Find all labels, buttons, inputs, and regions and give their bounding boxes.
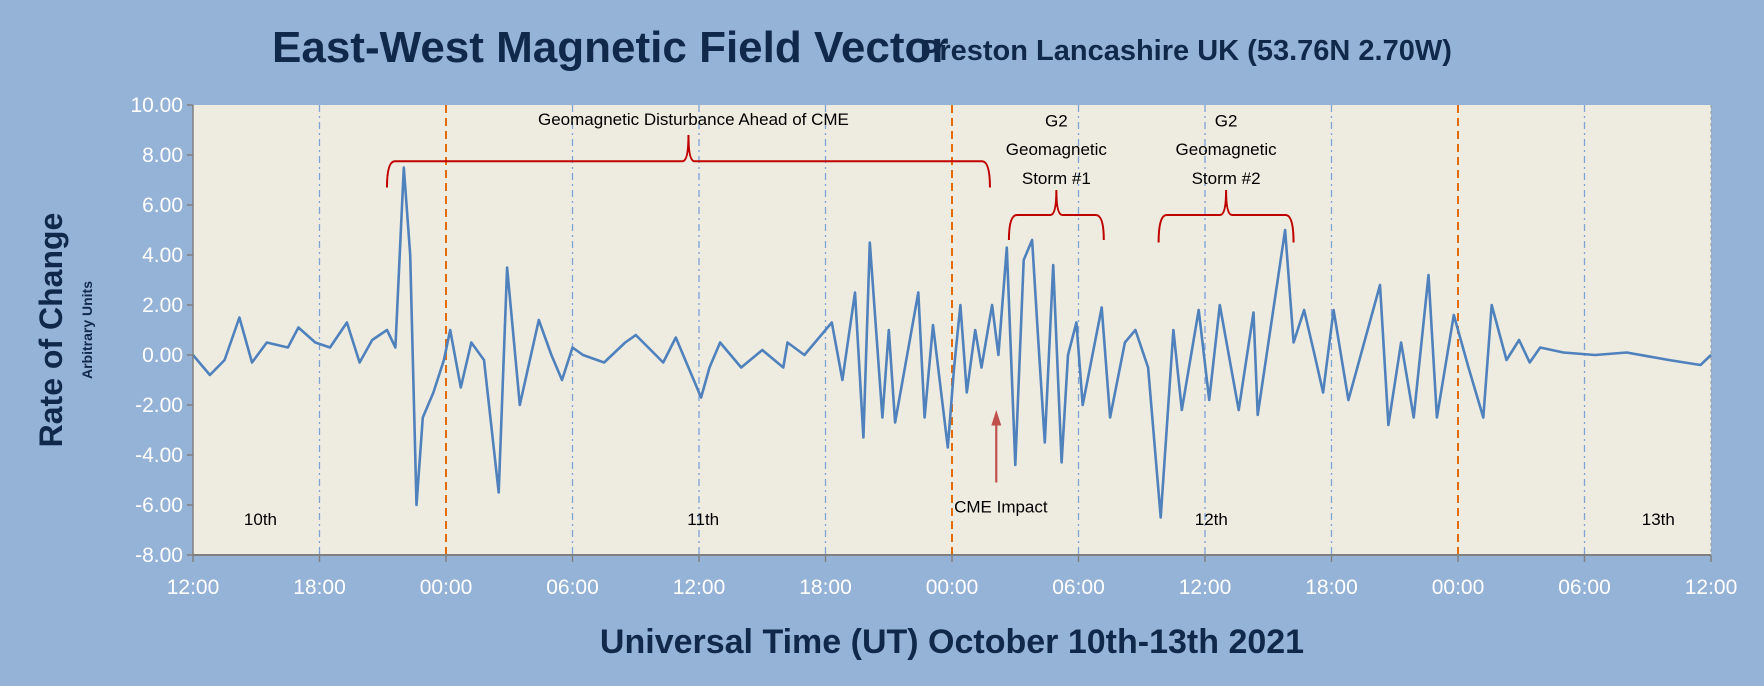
x-tick-label: 06:00 — [1558, 576, 1611, 599]
y-tick-label: 0.00 — [142, 344, 183, 367]
x-tick-label: 12:00 — [167, 576, 220, 599]
day-label: 12th — [1195, 510, 1228, 529]
chart-subtitle: Preston Lancashire UK (53.76N 2.70W) — [920, 35, 1452, 67]
y-tick-label: 4.00 — [142, 244, 183, 267]
y-tick-label: 2.00 — [142, 294, 183, 317]
y-tick-label: -2.00 — [135, 394, 183, 417]
y-tick-label: -8.00 — [135, 544, 183, 567]
x-tick-label: 06:00 — [1052, 576, 1105, 599]
chart-title: East-West Magnetic Field Vector — [272, 23, 948, 72]
y-tick-label: 6.00 — [142, 194, 183, 217]
day-label: 13th — [1642, 510, 1675, 529]
x-axis-title: Universal Time (UT) October 10th-13th 20… — [600, 623, 1304, 661]
storm2-bracket — [1157, 189, 1295, 243]
cme-arrowhead-icon — [991, 410, 1002, 426]
day-label: 11th — [687, 510, 719, 529]
storm2-label: Geomagnetic — [1176, 140, 1278, 159]
y-tick-label: -6.00 — [135, 494, 183, 517]
disturbance-label: Geomagnetic Disturbance Ahead of CME — [538, 110, 849, 129]
y-tick-label: 8.00 — [142, 144, 183, 167]
x-tick-label: 00:00 — [420, 576, 473, 599]
y-tick-label: -4.00 — [135, 444, 183, 467]
day-label: 10th — [244, 510, 277, 529]
x-tick-label: 18:00 — [1305, 576, 1358, 599]
y-tick-label: 10.00 — [130, 94, 183, 117]
x-tick-label: 12:00 — [673, 576, 726, 599]
x-tick-label: 18:00 — [799, 576, 852, 599]
x-tick-label: 12:00 — [1685, 576, 1738, 599]
x-tick-label: 12:00 — [1179, 576, 1232, 599]
storm1-label: Geomagnetic — [1006, 140, 1108, 159]
y-axis-subtitle: Arbitrary Units — [79, 281, 95, 379]
x-tick-label: 06:00 — [546, 576, 599, 599]
storm1-bracket — [1007, 189, 1105, 241]
x-tick-label: 00:00 — [1432, 576, 1485, 599]
storm1-label: G2 — [1045, 111, 1068, 130]
storm2-label: G2 — [1215, 111, 1238, 130]
storm1-label: Storm #1 — [1022, 169, 1091, 188]
cme-impact-label: CME Impact — [954, 498, 1048, 517]
x-tick-label: 18:00 — [293, 576, 346, 599]
disturbance-bracket — [385, 134, 991, 188]
storm2-label: Storm #2 — [1192, 169, 1261, 188]
x-tick-label: 00:00 — [926, 576, 979, 599]
y-axis-title: Rate of Change — [33, 213, 69, 448]
series-line — [192, 166, 1712, 519]
